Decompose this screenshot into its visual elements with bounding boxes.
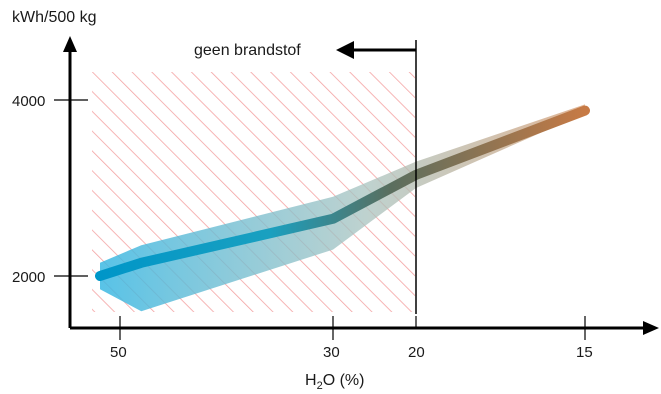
x-axis-arrow (643, 321, 659, 335)
y-axis-label: kWh/500 kg (12, 9, 96, 26)
series-line (95, 105, 590, 281)
x-axis-label: H2O (%) (305, 372, 364, 392)
x-tick-label: 20 (408, 344, 425, 361)
threshold-arrow-head (336, 41, 354, 59)
x-tick-label: 15 (576, 344, 593, 361)
y-tick-label: 2000 (12, 269, 45, 286)
x-tick-label: 50 (110, 344, 127, 361)
threshold-label: geen brandstof (194, 42, 301, 59)
y-tick-label: 4000 (12, 93, 45, 110)
y-axis-arrow (63, 36, 77, 52)
x-tick-label: 30 (323, 344, 340, 361)
